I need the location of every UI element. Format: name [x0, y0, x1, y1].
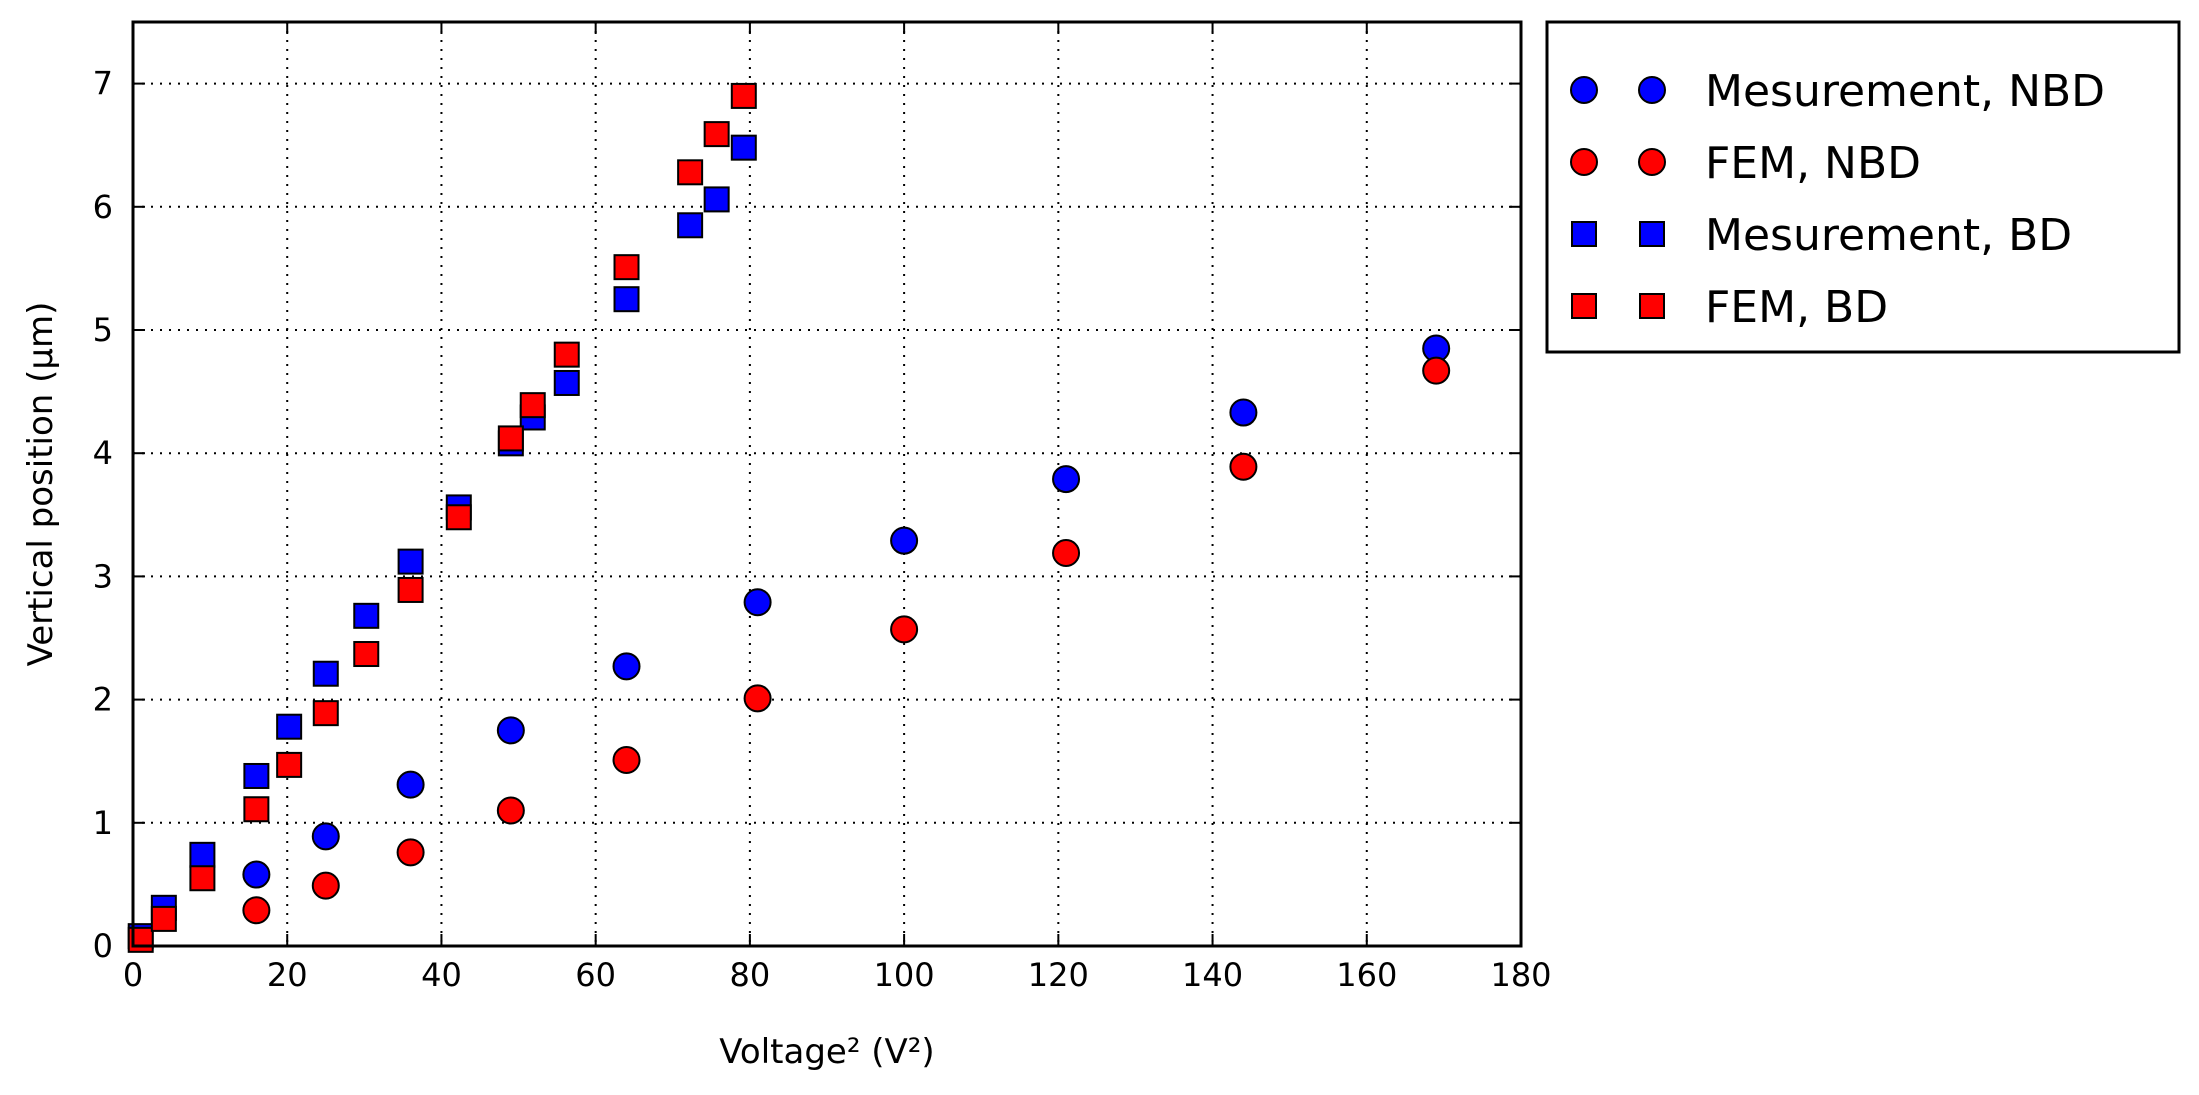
x-tick-labels: 0 20 40 60 80 100 120 140 160 180	[123, 956, 1552, 994]
legend-marker	[1639, 221, 1665, 247]
data-point	[445, 504, 472, 531]
plot-frame	[131, 20, 1523, 948]
x-tick-label: 20	[267, 956, 308, 994]
legend-label: FEM, NBD	[1705, 138, 1921, 189]
x-tick-label: 160	[1336, 956, 1397, 994]
legend-marker	[1571, 293, 1597, 319]
data-point	[612, 745, 641, 774]
data-point	[677, 159, 704, 186]
legend-entry: FEM, NBD	[1570, 138, 1921, 189]
data-point	[189, 841, 216, 868]
data-point	[1229, 452, 1258, 481]
legend-marker	[1638, 76, 1666, 104]
legend-marker	[1570, 76, 1598, 104]
data-point	[1229, 398, 1258, 427]
data-point	[553, 341, 580, 368]
data-point	[496, 796, 525, 825]
legend-entry: FEM, BD	[1571, 282, 1888, 333]
x-tick-label: 120	[1028, 956, 1089, 994]
data-point	[703, 186, 730, 213]
y-tick-label: 1	[93, 804, 113, 842]
legend-marker	[1638, 148, 1666, 176]
legend-marker	[1639, 293, 1665, 319]
legend: Mesurement, NBD FEM, NBD Mesurement, BD FEM…	[1545, 20, 2181, 354]
data-point	[243, 796, 270, 823]
y-tick-label: 4	[93, 434, 113, 472]
x-tick-label: 140	[1182, 956, 1243, 994]
series-fem-bd	[127, 82, 757, 953]
series-fem-nbd	[242, 356, 1451, 925]
y-tick-label: 5	[93, 311, 113, 349]
data-point	[890, 615, 919, 644]
data-point	[242, 860, 271, 889]
data-point	[396, 838, 425, 867]
data-point	[311, 822, 340, 851]
x-tick-label: 60	[575, 956, 616, 994]
data-point	[242, 896, 271, 925]
data-point	[613, 286, 640, 313]
data-points	[127, 82, 1451, 953]
data-point	[312, 700, 339, 727]
data-point	[276, 751, 303, 778]
data-point	[353, 602, 380, 629]
y-tick-label: 7	[93, 65, 113, 103]
data-point	[397, 576, 424, 603]
data-point	[1052, 538, 1081, 567]
legend-entry: Mesurement, BD	[1571, 210, 2072, 261]
data-point	[276, 713, 303, 740]
y-tick-labels: 0 1 2 3 4 5 6 7	[93, 65, 113, 965]
x-axis-title: Voltage² (V²)	[719, 1032, 934, 1072]
y-tick-label: 3	[93, 557, 113, 595]
data-point	[353, 641, 380, 668]
data-point	[1052, 465, 1081, 494]
x-tick-label: 100	[874, 956, 935, 994]
data-point	[189, 865, 216, 892]
data-point	[677, 212, 704, 239]
axis-ticks	[132, 22, 1522, 947]
legend-marker	[1570, 148, 1598, 176]
data-point	[743, 588, 772, 617]
data-point	[397, 548, 424, 575]
legend-marker	[1571, 221, 1597, 247]
x-tick-label: 0	[123, 956, 143, 994]
legend-entry: Mesurement, NBD	[1570, 66, 2105, 117]
series-mesurement-nbd	[242, 334, 1451, 889]
data-point	[553, 369, 580, 396]
legend-label: Mesurement, NBD	[1705, 66, 2105, 117]
data-point	[613, 254, 640, 281]
x-tick-label: 180	[1490, 956, 1551, 994]
data-point	[496, 716, 525, 745]
x-tick-label: 40	[421, 956, 462, 994]
data-point	[703, 121, 730, 148]
grid-lines	[133, 22, 1521, 946]
data-point	[396, 770, 425, 799]
data-point	[243, 762, 270, 789]
data-point	[730, 82, 757, 109]
legend-label: Mesurement, BD	[1705, 210, 2072, 261]
y-tick-label: 6	[93, 188, 113, 226]
data-point	[890, 526, 919, 555]
data-point	[312, 660, 339, 687]
data-point	[743, 684, 772, 713]
data-point	[612, 652, 641, 681]
data-point	[519, 392, 546, 419]
data-point	[150, 905, 177, 932]
y-tick-label: 2	[93, 681, 113, 719]
data-point	[1422, 356, 1451, 385]
data-point	[730, 134, 757, 161]
y-axis-title: Vertical position (µm)	[21, 302, 61, 667]
data-point	[497, 425, 524, 452]
y-tick-label: 0	[93, 927, 113, 965]
legend-label: FEM, BD	[1705, 282, 1888, 333]
x-tick-label: 80	[730, 956, 771, 994]
data-point	[311, 871, 340, 900]
